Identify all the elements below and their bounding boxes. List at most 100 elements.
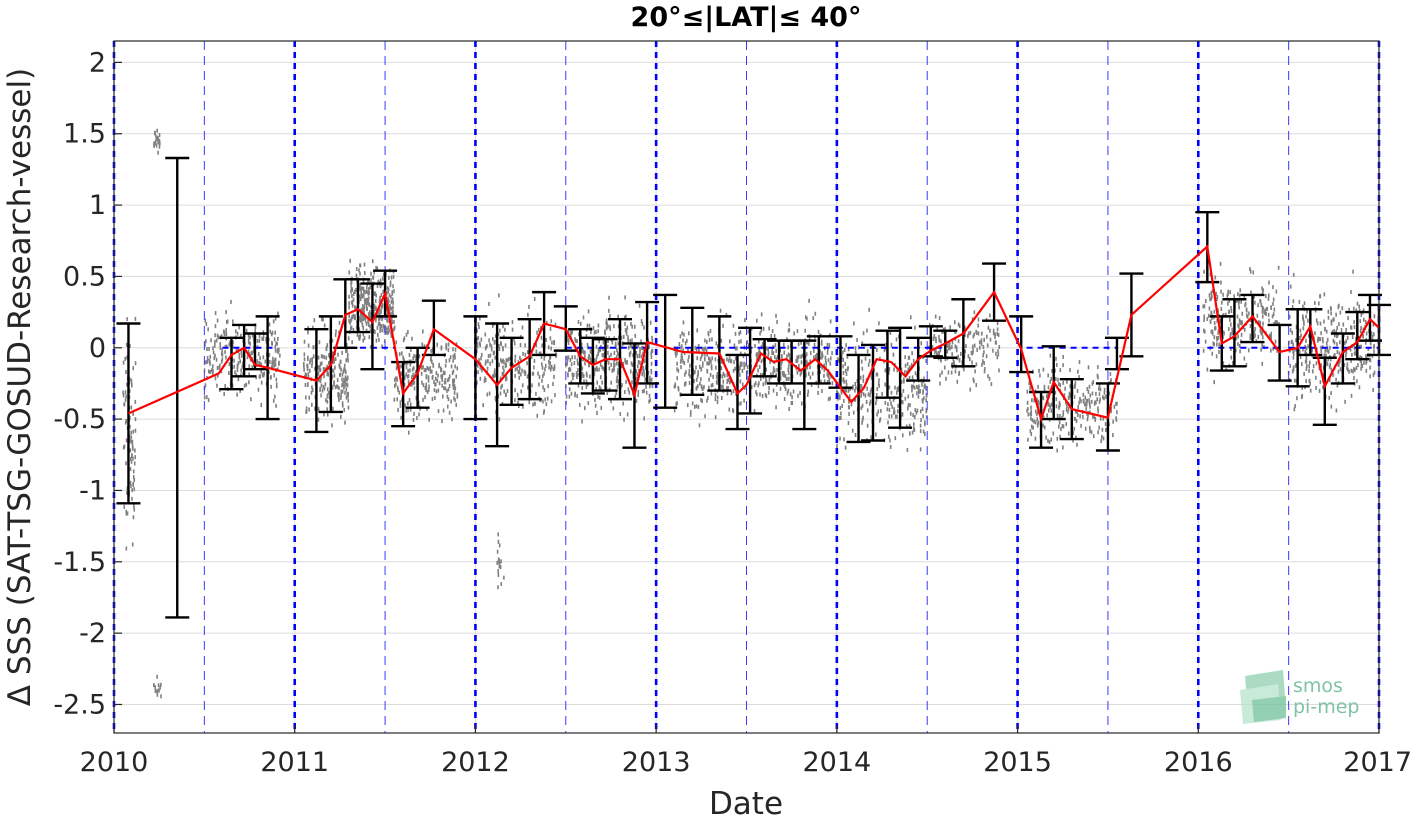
scatter-point: [241, 353, 243, 358]
scatter-point: [1067, 409, 1069, 414]
scatter-point: [1260, 330, 1262, 335]
scatter-point: [854, 381, 857, 386]
scatter-point: [956, 356, 959, 361]
scatter-point: [876, 347, 878, 352]
scatter-point: [848, 394, 851, 399]
scatter-point: [526, 349, 529, 354]
scatter-point: [1105, 394, 1107, 399]
scatter-point: [1274, 339, 1277, 344]
scatter-point: [411, 336, 413, 341]
scatter-point: [1365, 360, 1367, 365]
scatter-point: [681, 356, 683, 361]
scatter-point: [971, 317, 974, 322]
scatter-point: [1059, 413, 1061, 418]
scatter-point: [387, 289, 389, 294]
scatter-point: [259, 361, 261, 366]
scatter-point: [1303, 371, 1305, 376]
scatter-point: [359, 317, 362, 322]
scatter-point: [892, 397, 895, 402]
scatter-point: [952, 356, 955, 361]
scatter-point: [1273, 307, 1276, 312]
scatter-point: [373, 310, 375, 315]
scatter-point: [728, 380, 731, 385]
scatter-point: [225, 327, 227, 332]
scatter-point: [389, 283, 392, 288]
scatter-point: [380, 309, 382, 314]
scatter-point: [861, 341, 864, 346]
scatter-point: [1326, 362, 1329, 367]
scatter-point: [1369, 365, 1371, 370]
scatter-point: [389, 304, 391, 309]
scatter-point: [776, 319, 778, 324]
scatter-point: [771, 329, 774, 334]
scatter-point: [1336, 383, 1339, 388]
scatter-point: [486, 343, 488, 348]
scatter-point: [542, 399, 544, 404]
scatter-point: [447, 342, 450, 347]
scatter-point: [1330, 311, 1332, 316]
scatter-point: [262, 373, 264, 378]
scatter-point: [1087, 413, 1089, 418]
scatter-point: [380, 324, 383, 329]
scatter-point: [1289, 363, 1291, 368]
scatter-point: [1050, 376, 1052, 381]
scatter-point: [344, 380, 346, 385]
scatter-point: [257, 387, 260, 392]
scatter-point: [1355, 336, 1357, 341]
scatter-point: [1272, 297, 1275, 302]
scatter-point: [381, 344, 383, 349]
scatter-point: [572, 376, 574, 381]
scatter-point: [497, 585, 499, 590]
scatter-point: [994, 332, 996, 337]
scatter-point: [498, 417, 501, 422]
scatter-point: [843, 398, 845, 403]
scatter-point: [484, 378, 487, 383]
scatter-point: [367, 322, 370, 327]
scatter-point: [1215, 354, 1218, 359]
scatter-point: [238, 325, 240, 330]
scatter-point: [880, 408, 882, 413]
scatter-point: [1213, 321, 1216, 326]
scatter-point: [759, 372, 762, 377]
scatter-point: [1303, 301, 1306, 306]
scatter-point: [1237, 292, 1239, 297]
scatter-point: [643, 369, 645, 374]
scatter-point: [1245, 363, 1248, 368]
scatter-point: [923, 384, 926, 389]
scatter-point: [347, 398, 349, 403]
scatter-point: [1268, 280, 1270, 285]
scatter-point: [311, 385, 313, 390]
scatter-point: [488, 338, 490, 343]
scatter-point: [307, 343, 310, 348]
scatter-point: [502, 365, 504, 370]
scatter-point: [714, 357, 717, 362]
scatter-point: [225, 310, 227, 315]
scatter-point: [854, 388, 856, 393]
scatter-point: [506, 388, 509, 393]
scatter-point: [362, 326, 365, 331]
scatter-point: [623, 417, 625, 422]
scatter-point: [430, 369, 433, 374]
scatter-point: [425, 368, 427, 373]
scatter-point: [403, 382, 406, 387]
scatter-point: [249, 341, 251, 346]
scatter-point: [129, 467, 132, 472]
scatter-point: [386, 286, 389, 291]
scatter-point: [311, 325, 314, 330]
scatter-point: [206, 356, 209, 361]
scatter-point: [589, 349, 592, 354]
scatter-point: [715, 374, 718, 379]
scatter-point: [740, 401, 742, 406]
scatter-point: [449, 355, 452, 360]
scatter-point: [239, 359, 241, 364]
scatter-point: [1325, 341, 1328, 346]
scatter-point: [123, 504, 126, 509]
scatter-point: [765, 377, 767, 382]
scatter-point: [1352, 269, 1354, 274]
scatter-point: [907, 367, 910, 372]
scatter-point: [712, 374, 714, 379]
scatter-point: [938, 335, 940, 340]
scatter-point: [939, 381, 941, 386]
scatter-point: [350, 280, 353, 285]
scatter-point: [843, 379, 845, 384]
